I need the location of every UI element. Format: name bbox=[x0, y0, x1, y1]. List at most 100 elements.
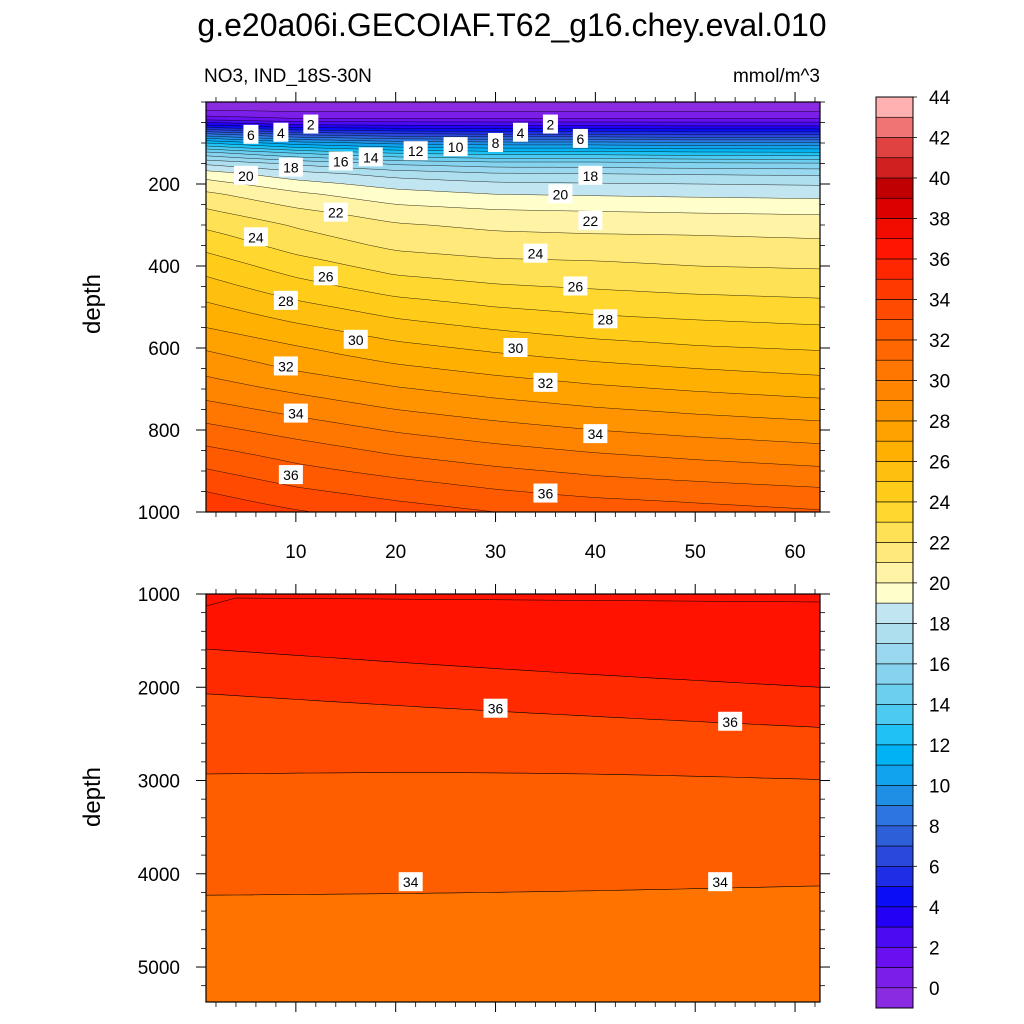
colorbar-swatch bbox=[875, 400, 914, 422]
colorbar-swatch bbox=[875, 420, 914, 442]
colorbar-swatch bbox=[875, 542, 914, 563]
contour-label: 10 bbox=[448, 139, 464, 155]
contour-label-box bbox=[488, 133, 504, 152]
colorbar-swatch bbox=[875, 724, 914, 746]
colorbar-swatch bbox=[875, 562, 914, 584]
contour-label-box bbox=[708, 872, 733, 892]
contour-label-box bbox=[243, 227, 268, 247]
contour-line bbox=[205, 468, 493, 512]
colorbar-swatch bbox=[875, 440, 914, 462]
contour-label: 20 bbox=[238, 168, 254, 184]
colorbar-label: 14 bbox=[929, 695, 951, 716]
contour-label-box bbox=[243, 124, 259, 144]
colorbar-swatch bbox=[875, 704, 914, 725]
contour-label: 32 bbox=[278, 358, 294, 374]
contour-label-box bbox=[303, 114, 319, 134]
contour-label-box bbox=[548, 184, 573, 204]
contour-line bbox=[205, 191, 821, 239]
contour-line bbox=[205, 327, 821, 399]
colorbar-label: 6 bbox=[929, 857, 940, 878]
contour-label-box bbox=[718, 711, 743, 731]
contour-lines bbox=[205, 597, 821, 896]
colorbar-swatch bbox=[875, 906, 914, 928]
contour-band bbox=[205, 885, 821, 1003]
x-tick-label: 40 bbox=[585, 542, 606, 563]
colorbar-label: 30 bbox=[929, 371, 950, 392]
contour-label: 16 bbox=[333, 153, 349, 169]
colorbar-swatch bbox=[875, 258, 914, 280]
colorbar-swatch bbox=[875, 623, 914, 644]
contour-line bbox=[205, 491, 309, 512]
colorbar-swatch bbox=[875, 805, 914, 827]
colorbar-label: 24 bbox=[929, 493, 951, 514]
contour-line bbox=[205, 155, 820, 170]
contour-line bbox=[205, 597, 821, 607]
colorbar-swatch bbox=[875, 521, 914, 543]
contour-label: 26 bbox=[568, 279, 584, 295]
y-tick-label: 3000 bbox=[138, 772, 180, 793]
contour-label-box bbox=[523, 243, 548, 263]
left-subtitle: NO3, IND_18S-30N bbox=[204, 66, 372, 87]
contour-line bbox=[205, 179, 821, 216]
contour-label-box bbox=[512, 122, 528, 142]
contour-line bbox=[205, 375, 821, 444]
contour-label-box bbox=[273, 122, 289, 142]
contour-label-box bbox=[443, 137, 468, 157]
contour-label-box bbox=[283, 403, 308, 423]
contour-label-box bbox=[403, 141, 428, 161]
chart-title: g.e20a06i.GECOIAF.T62_g16.chey.eval.010 bbox=[197, 7, 826, 43]
colorbar-swatch bbox=[875, 157, 914, 179]
colorbar-swatch bbox=[875, 380, 914, 401]
colorbar-swatch bbox=[875, 845, 914, 867]
colorbar-label: 2 bbox=[929, 938, 940, 959]
colorbar-label: 40 bbox=[929, 169, 950, 190]
contour-label-box bbox=[398, 872, 423, 892]
contour-label: 2 bbox=[547, 117, 555, 133]
contour-line bbox=[205, 170, 821, 199]
contour-label-box bbox=[273, 356, 298, 376]
contour-label: 18 bbox=[583, 168, 599, 184]
x-tick-label: 10 bbox=[285, 542, 306, 563]
contour-label: 28 bbox=[278, 293, 294, 309]
contour-label: 22 bbox=[583, 213, 599, 229]
colorbar-swatch bbox=[875, 764, 914, 786]
contour-label-box bbox=[278, 157, 303, 177]
contour-label: 24 bbox=[528, 246, 544, 262]
colorbar-swatch bbox=[875, 825, 914, 847]
contour-line bbox=[205, 445, 821, 510]
colorbar-label: 26 bbox=[929, 452, 950, 473]
colorbar-label: 34 bbox=[929, 290, 951, 311]
x-tick-label: 50 bbox=[685, 542, 706, 563]
contour-line bbox=[205, 229, 821, 299]
colorbar-label: 16 bbox=[929, 655, 950, 676]
contour-label-box bbox=[578, 165, 603, 185]
colorbar-swatch bbox=[875, 238, 914, 260]
colorbar-label: 36 bbox=[929, 250, 950, 271]
contour-label-box bbox=[578, 210, 603, 230]
colorbar-swatch bbox=[875, 663, 914, 685]
colorbar-label: 28 bbox=[929, 412, 950, 433]
contour-label-box bbox=[273, 290, 298, 310]
contour-line bbox=[205, 208, 821, 270]
colorbar-label: 38 bbox=[929, 209, 950, 230]
colorbar-swatch bbox=[875, 359, 914, 381]
colorbar-swatch bbox=[875, 967, 914, 989]
units-subtitle: mmol/m^3 bbox=[733, 66, 820, 87]
colorbar: 0246810121416182022242628303234363840424… bbox=[875, 88, 951, 1009]
contour-band bbox=[205, 101, 821, 112]
upper-ylabel: depth bbox=[79, 274, 106, 334]
contour-label-box bbox=[583, 424, 608, 444]
colorbar-label: 32 bbox=[929, 331, 950, 352]
x-tick-label: 20 bbox=[385, 542, 406, 563]
contour-label: 36 bbox=[722, 714, 738, 730]
contour-label-box bbox=[593, 309, 618, 329]
contour-line bbox=[205, 276, 821, 351]
contour-label-box bbox=[278, 465, 303, 485]
contour-label: 26 bbox=[318, 268, 334, 284]
contour-label-box bbox=[313, 266, 338, 286]
colorbar-label: 18 bbox=[929, 614, 950, 635]
contour-line bbox=[205, 151, 820, 164]
contour-line bbox=[205, 140, 821, 150]
contour-label: 18 bbox=[283, 160, 299, 176]
contour-line bbox=[205, 145, 820, 157]
